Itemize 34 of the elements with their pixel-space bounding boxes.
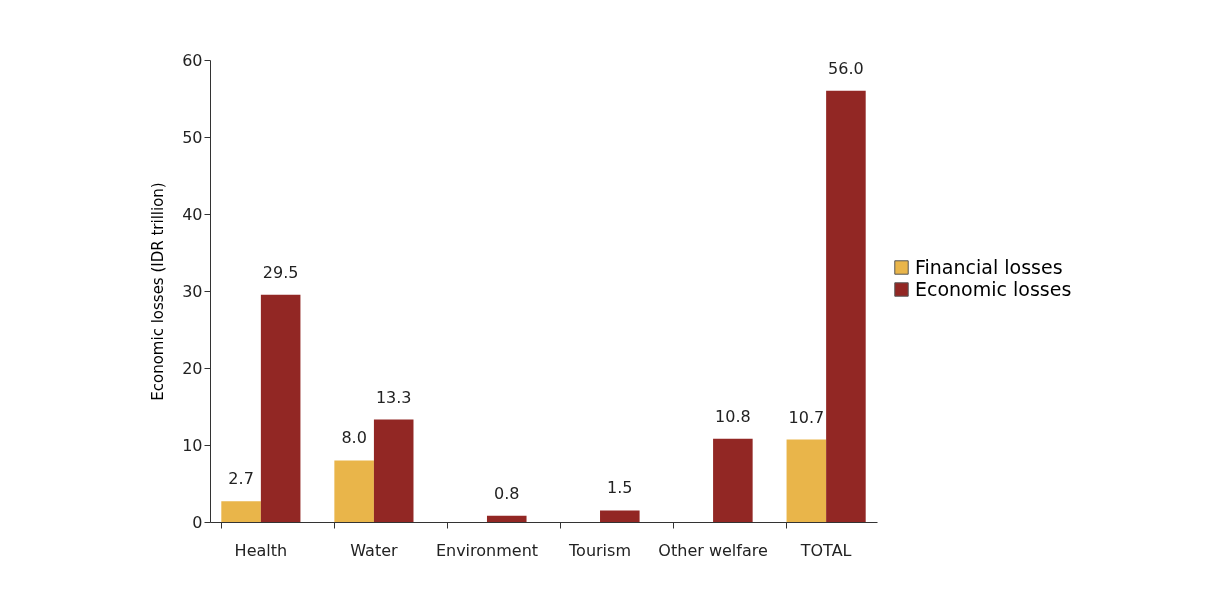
bar <box>260 294 301 522</box>
y-axis-title: Economic losses (IDR trillion) <box>149 182 168 401</box>
x-tick-label: TOTAL <box>799 540 852 560</box>
bar <box>334 460 374 522</box>
y-tick-label: 30 <box>182 281 203 301</box>
bar <box>486 515 527 522</box>
bar <box>373 419 414 522</box>
bar <box>826 90 866 522</box>
x-tick-label: Water <box>350 540 398 560</box>
data-label: 10.7 <box>788 407 825 427</box>
y-tick-label: 0 <box>192 512 203 532</box>
y-tick-label: 10 <box>182 435 203 455</box>
bar <box>600 510 640 522</box>
data-label: 1.5 <box>607 478 633 498</box>
legend-label: Financial losses <box>915 255 1063 278</box>
data-label: 8.0 <box>341 428 367 448</box>
x-tick-label: Environment <box>435 540 539 560</box>
bar <box>221 501 261 522</box>
bar <box>713 438 753 522</box>
data-label: 13.3 <box>375 387 412 407</box>
data-label: 56.0 <box>828 58 864 78</box>
x-tick-label: Health <box>234 540 288 560</box>
data-label: 0.8 <box>494 483 520 503</box>
y-tick-label: 50 <box>182 127 203 147</box>
x-tick-label: Tourism <box>568 540 631 560</box>
y-tick-label: 20 <box>182 358 203 378</box>
data-label: 29.5 <box>262 262 299 282</box>
data-label: 2.7 <box>228 469 254 489</box>
y-tick-label: 60 <box>182 50 203 70</box>
y-tick-label: 40 <box>182 204 203 224</box>
data-label: 10.8 <box>715 406 751 426</box>
legend-label: Economic losses <box>915 277 1072 300</box>
bar <box>786 439 827 522</box>
x-tick-label: Other welfare <box>658 540 768 560</box>
